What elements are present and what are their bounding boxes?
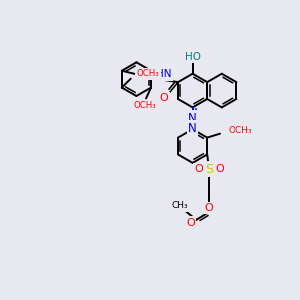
Text: OCH₃: OCH₃ [137, 69, 159, 78]
Text: S: S [205, 163, 213, 176]
Text: CH₃: CH₃ [171, 202, 188, 211]
Text: O: O [216, 164, 224, 174]
Text: O: O [194, 164, 203, 174]
Text: N: N [188, 122, 197, 135]
Text: OCH₃: OCH₃ [229, 126, 253, 135]
Text: N: N [188, 112, 197, 125]
Text: O: O [160, 93, 169, 103]
Text: O: O [186, 218, 195, 228]
Text: HN: HN [156, 69, 172, 79]
Text: OCH₃: OCH₃ [134, 101, 156, 110]
Text: O: O [205, 203, 214, 213]
Text: HO: HO [184, 52, 201, 62]
